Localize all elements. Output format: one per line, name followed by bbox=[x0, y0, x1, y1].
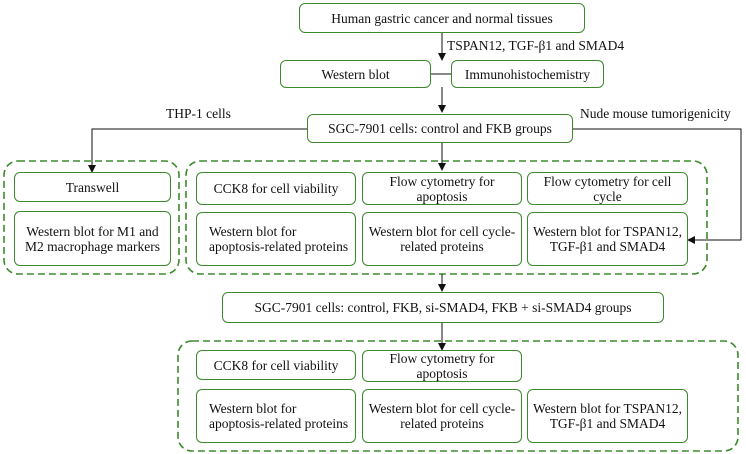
node-sgc-four-groups: SGC-7901 cells: control, FKB, si-SMAD4, … bbox=[222, 292, 664, 323]
label-markers: TSPAN12, TGF-β1 and SMAD4 bbox=[447, 38, 625, 53]
node-immunohistochemistry: Immunohistochemistry bbox=[451, 60, 604, 88]
label-nude-mouse: Nude mouse tumorigenicity bbox=[580, 106, 731, 121]
node-western-blot: Western blot bbox=[280, 60, 431, 88]
node-flow-cell-cycle: Flow cytometry for cell cycle bbox=[527, 172, 688, 205]
node-wb-apoptosis-2: Western blot for apoptosis-related prote… bbox=[196, 389, 356, 443]
node-wb-tspan12-1: Western blot for TSPAN12, TGF-β1 and SMA… bbox=[527, 212, 688, 266]
label-thp1: THP-1 cells bbox=[166, 106, 231, 121]
node-sgc-control-fkb: SGC-7901 cells: control and FKB groups bbox=[307, 114, 573, 143]
arrow-nude-mouse bbox=[573, 128, 742, 244]
node-cck8-viability-2: CCK8 for cell viability bbox=[196, 350, 356, 380]
node-tissues: Human gastric cancer and normal tissues bbox=[299, 3, 585, 33]
node-wb-macrophage-markers: Western blot for M1 and M2 macrophage ma… bbox=[14, 211, 171, 266]
group-assays-2 bbox=[177, 340, 739, 452]
arrow-thp1 bbox=[88, 128, 307, 173]
node-wb-cell-cycle-1: Western blot for cell cycle-related prot… bbox=[362, 212, 522, 266]
node-wb-cell-cycle-2: Western blot for cell cycle-related prot… bbox=[362, 389, 522, 443]
node-wb-tspan12-2: Western blot for TSPAN12, TGF-β1 and SMA… bbox=[527, 389, 688, 443]
node-flow-apoptosis-2: Flow cytometry for apoptosis bbox=[362, 350, 522, 382]
node-wb-apoptosis-1: Western blot for apoptosis-related prote… bbox=[196, 212, 356, 266]
node-flow-apoptosis-1: Flow cytometry for apoptosis bbox=[362, 172, 522, 205]
node-cck8-viability-1: CCK8 for cell viability bbox=[196, 172, 356, 205]
node-transwell: Transwell bbox=[14, 172, 171, 202]
group-assays-1 bbox=[185, 160, 708, 275]
group-macrophage bbox=[3, 160, 180, 275]
